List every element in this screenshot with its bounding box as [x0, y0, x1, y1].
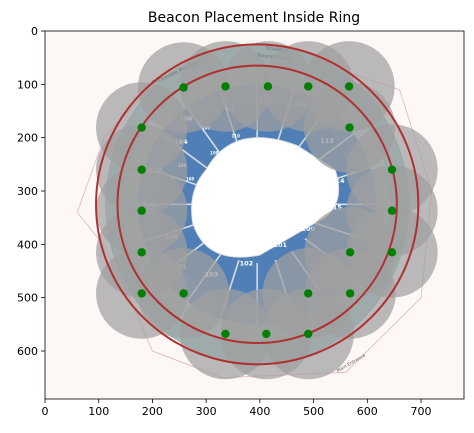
beacon-point — [387, 165, 397, 174]
y-tick-label: 0 — [31, 25, 38, 38]
beacon-point — [304, 329, 313, 339]
outer-ring — [95, 43, 420, 366]
section-label: 114 — [331, 177, 345, 185]
x-tick-label: 200 — [142, 405, 163, 418]
beacon-point — [263, 82, 273, 91]
boundary-ring — [95, 43, 420, 366]
x-tick-label: 0 — [42, 405, 49, 418]
chart-title: Beacon Placement Inside Ring — [148, 10, 360, 26]
section-label: 115 — [328, 204, 342, 212]
beacon-point — [345, 289, 355, 298]
beacon-markers — [137, 82, 397, 339]
beacon-point — [345, 248, 355, 257]
plot-area: 1111121131141151001011021031041051061071… — [45, 31, 464, 399]
beacon-point — [262, 329, 271, 339]
section-label: 100 — [301, 225, 315, 233]
y-tick-label: 500 — [17, 292, 38, 305]
section-label: 101 — [273, 241, 287, 249]
beacon-point — [344, 82, 354, 91]
beacon-point — [137, 248, 146, 257]
x-tick-label: 400 — [249, 405, 270, 418]
x-tick-label: 300 — [196, 405, 217, 418]
beacon-point — [137, 123, 146, 132]
y-tick-label: 200 — [17, 132, 38, 145]
beacon-point — [387, 248, 397, 257]
section-label: 102 — [240, 260, 254, 268]
beacon-point — [387, 206, 397, 215]
beacon-point — [345, 123, 354, 132]
beacon-point — [137, 206, 146, 215]
section-label: 110 — [232, 134, 241, 139]
beacon-point — [179, 289, 188, 298]
y-tick-label: 600 — [17, 345, 38, 358]
plot-frame — [44, 30, 465, 400]
beacon-point — [221, 82, 230, 91]
x-tick-label: 700 — [411, 405, 432, 418]
section-label: 109 — [202, 126, 211, 131]
y-tick-label: 400 — [17, 238, 38, 251]
y-tick-label: 300 — [17, 185, 38, 198]
section-label: 109 — [210, 151, 219, 156]
beacon-point — [137, 289, 146, 298]
beacon-point — [137, 165, 146, 174]
beacon-point — [179, 83, 188, 92]
inner-ring — [116, 64, 398, 344]
x-tick-label: 600 — [357, 405, 378, 418]
y-axis: 0 100 200 300 400 500 600 — [17, 25, 45, 358]
beacon-point — [304, 289, 313, 298]
x-tick-label: 100 — [88, 405, 109, 418]
x-axis: 0 100 200 300 400 500 600 700 — [42, 399, 432, 418]
beacon-point — [304, 82, 313, 91]
x-tick-label: 500 — [303, 405, 324, 418]
beacon-point — [221, 329, 230, 339]
section-label: 108 — [186, 176, 195, 181]
y-tick-label: 100 — [17, 78, 38, 91]
